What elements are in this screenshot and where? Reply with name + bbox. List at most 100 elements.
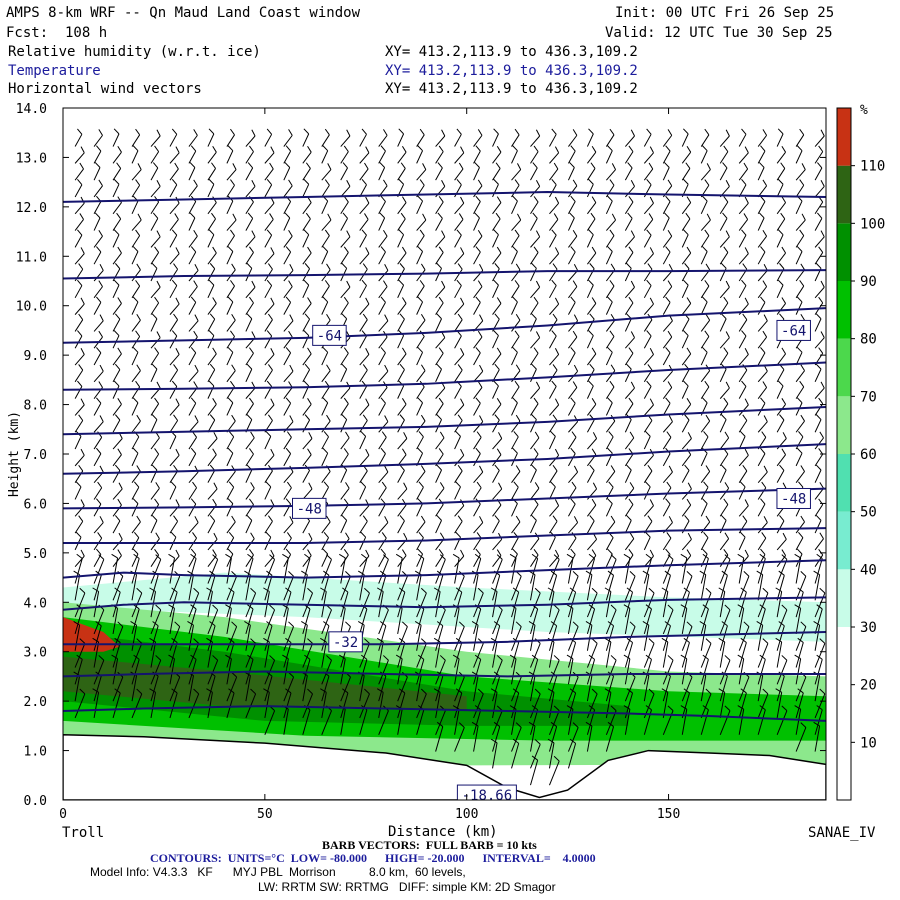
wind-barb-flag (781, 145, 787, 153)
wind-barb-flag (111, 553, 118, 559)
wind-barb (492, 303, 502, 315)
wind-barb (776, 470, 785, 483)
wind-barb-flag (796, 346, 803, 353)
wind-barb-flag (438, 548, 444, 556)
wind-barb (264, 303, 275, 315)
wind-barb (93, 217, 101, 231)
wind-barb-flag (589, 515, 595, 522)
wind-barb-flag (741, 128, 747, 135)
wind-barb-flag (250, 688, 256, 695)
wind-barb-flag (438, 196, 444, 203)
wind-barb (587, 538, 597, 551)
wind-barb (264, 234, 273, 248)
wind-barb (511, 503, 518, 517)
wind-barb-flag (647, 515, 653, 522)
wind-barb (93, 591, 100, 618)
wind-barb (397, 133, 405, 147)
wind-barb-flag (78, 364, 84, 371)
wind-barb (624, 676, 636, 702)
wind-barb-flag (509, 705, 517, 710)
wind-barb (245, 368, 253, 383)
wind-barb-flag (249, 397, 254, 404)
wind-barb-flag (591, 398, 597, 405)
wind-barb-flag (401, 448, 407, 455)
wind-barb (473, 625, 479, 651)
wind-barb (586, 725, 593, 752)
wind-barb-flag (649, 247, 654, 254)
wind-barb (624, 538, 635, 551)
wind-barb (397, 252, 407, 265)
wind-barb-flag (341, 414, 348, 420)
wind-barb-flag (346, 179, 351, 187)
wind-barb (131, 659, 140, 685)
wind-barb-flag (418, 481, 424, 488)
wind-barb (359, 643, 370, 668)
wind-barb (738, 369, 748, 383)
wind-barb-flag (289, 264, 294, 271)
wind-barb (207, 575, 216, 601)
wind-barb (568, 421, 578, 433)
wind-barb-flag (246, 514, 253, 521)
wind-barb (530, 218, 538, 231)
wind-barb (738, 335, 747, 349)
wind-barb-flag (701, 548, 708, 555)
wind-barb (511, 676, 522, 702)
wind-barb-flag (114, 363, 121, 370)
wind-barb (397, 626, 408, 651)
wind-barb (795, 352, 803, 366)
wind-barb-flag (133, 531, 140, 538)
wind-barb (264, 575, 273, 601)
wind-barb-flag (326, 655, 332, 661)
wind-barb-flag (343, 145, 349, 152)
wind-barb (530, 135, 541, 147)
wind-barb (567, 201, 576, 215)
colorbar-tick-label: 10 (860, 735, 877, 751)
wind-barb-flag (535, 381, 541, 389)
wind-barb-flag (422, 163, 427, 170)
wind-barb (795, 658, 802, 685)
wind-barb-flag (98, 229, 103, 237)
wind-barb (245, 520, 253, 534)
wind-barb-flag (744, 196, 749, 204)
wind-barb-flag (629, 621, 636, 627)
wind-barb (378, 251, 386, 265)
wind-barb-flag (381, 481, 387, 489)
wind-barb (131, 608, 140, 635)
wind-barb (511, 352, 518, 366)
wind-barb-flag (417, 447, 423, 454)
wind-barb-flag (490, 688, 498, 693)
wind-barb-flag (80, 499, 85, 506)
wind-barb-flag (175, 549, 180, 557)
wind-barb (416, 521, 426, 534)
wind-barb (207, 234, 215, 248)
colorbar-tick-label: 100 (860, 216, 885, 232)
wind-barb-flag (590, 212, 596, 220)
wind-barb-flag (288, 280, 293, 287)
wind-barb-flag (610, 263, 616, 271)
x-tick-label: 100 (455, 807, 478, 822)
wind-barb-flag (572, 330, 578, 338)
wind-barb (264, 184, 273, 198)
wind-barb (719, 520, 727, 534)
wind-barb (93, 625, 102, 651)
wind-barb (643, 536, 651, 551)
wind-barb (397, 576, 408, 601)
wind-barb (473, 725, 479, 752)
wind-barb (112, 626, 124, 651)
wind-barb-flag (476, 532, 482, 539)
wind-barb-flag (760, 347, 766, 354)
wind-barb-flag (173, 263, 179, 270)
wind-barb (567, 692, 577, 719)
wind-barb-flag (307, 145, 312, 153)
wind-barb-flag (701, 145, 708, 152)
wind-barb-flag (230, 179, 235, 186)
wind-barb (207, 520, 216, 534)
wind-barb-flag (362, 263, 368, 270)
wind-barb-flag (552, 263, 558, 270)
wind-barb (74, 643, 86, 668)
wind-barb (605, 575, 615, 601)
wind-barb-flag (686, 398, 692, 405)
wind-barb-flag (339, 553, 346, 559)
wind-barb-flag (554, 196, 560, 204)
wind-barb-flag (322, 346, 329, 353)
